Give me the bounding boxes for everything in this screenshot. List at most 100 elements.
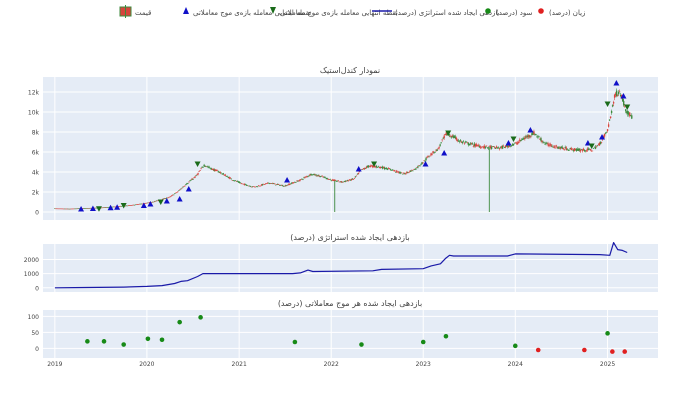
sell-marker[interactable]: [194, 161, 201, 168]
candle[interactable]: [243, 183, 246, 186]
candle[interactable]: [543, 141, 545, 144]
candle[interactable]: [173, 194, 175, 196]
candle[interactable]: [426, 156, 428, 159]
candle[interactable]: [94, 207, 96, 209]
candle[interactable]: [427, 155, 429, 158]
candle[interactable]: [567, 149, 569, 151]
candle[interactable]: [494, 147, 497, 150]
candle[interactable]: [320, 175, 322, 177]
candle[interactable]: [610, 109, 613, 115]
candle[interactable]: [308, 174, 310, 177]
candle[interactable]: [595, 145, 598, 148]
candle[interactable]: [313, 173, 315, 176]
candle[interactable]: [471, 142, 474, 145]
candle[interactable]: [224, 173, 227, 177]
candle[interactable]: [353, 177, 356, 179]
candle[interactable]: [521, 137, 523, 141]
candle[interactable]: [237, 180, 240, 184]
profit-point[interactable]: [605, 331, 610, 336]
candle[interactable]: [409, 170, 411, 173]
candle[interactable]: [576, 147, 579, 152]
candle[interactable]: [422, 161, 424, 164]
candle[interactable]: [217, 170, 219, 173]
candle[interactable]: [294, 181, 296, 183]
candle[interactable]: [194, 175, 196, 179]
buy-marker[interactable]: [185, 186, 192, 192]
candle[interactable]: [419, 165, 421, 167]
buy-marker[interactable]: [441, 150, 448, 156]
candle[interactable]: [223, 174, 225, 176]
candle[interactable]: [297, 180, 299, 182]
candle[interactable]: [86, 208, 88, 209]
candle[interactable]: [489, 144, 492, 150]
candle[interactable]: [235, 180, 238, 182]
candle[interactable]: [470, 142, 473, 146]
buy-marker[interactable]: [78, 206, 85, 212]
candle[interactable]: [568, 149, 570, 151]
candle[interactable]: [334, 179, 336, 181]
candle[interactable]: [392, 169, 394, 171]
candle[interactable]: [501, 144, 504, 150]
candle[interactable]: [57, 208, 59, 210]
candle[interactable]: [503, 146, 506, 149]
candle[interactable]: [365, 165, 368, 169]
candle[interactable]: [357, 172, 360, 175]
candle[interactable]: [558, 146, 560, 149]
candle[interactable]: [461, 141, 464, 145]
candle[interactable]: [425, 156, 427, 162]
candle[interactable]: [429, 155, 431, 157]
candle[interactable]: [247, 185, 250, 187]
candle[interactable]: [488, 145, 491, 148]
candle[interactable]: [485, 145, 488, 148]
candle[interactable]: [309, 173, 311, 177]
buy-marker[interactable]: [422, 161, 429, 167]
candle[interactable]: [275, 184, 277, 186]
candle[interactable]: [214, 169, 216, 172]
candle[interactable]: [298, 180, 300, 182]
candle[interactable]: [585, 149, 588, 153]
candle[interactable]: [258, 185, 261, 187]
loss-point[interactable]: [582, 347, 587, 353]
candle[interactable]: [378, 166, 381, 169]
candle[interactable]: [582, 147, 585, 151]
candle[interactable]: [487, 146, 490, 150]
candle[interactable]: [504, 145, 507, 149]
candle[interactable]: [310, 173, 312, 176]
candle[interactable]: [456, 138, 458, 143]
candle[interactable]: [398, 170, 400, 174]
candle[interactable]: [412, 170, 414, 172]
candle[interactable]: [490, 145, 493, 150]
candle[interactable]: [354, 176, 357, 178]
candle[interactable]: [484, 145, 487, 150]
candle[interactable]: [119, 205, 122, 207]
profit-point[interactable]: [198, 315, 203, 320]
candle[interactable]: [261, 183, 264, 186]
candle[interactable]: [232, 180, 235, 182]
candle[interactable]: [619, 92, 622, 98]
candle[interactable]: [382, 166, 385, 169]
candle[interactable]: [211, 168, 213, 170]
candle[interactable]: [589, 148, 592, 151]
candle[interactable]: [366, 165, 369, 168]
candle[interactable]: [162, 198, 164, 200]
candle[interactable]: [495, 145, 498, 149]
candle[interactable]: [534, 133, 536, 136]
candle[interactable]: [285, 184, 287, 187]
candle[interactable]: [204, 165, 206, 167]
candle[interactable]: [414, 168, 416, 170]
candle[interactable]: [480, 146, 483, 149]
candle[interactable]: [580, 148, 583, 151]
candle[interactable]: [207, 165, 209, 169]
candle[interactable]: [203, 163, 205, 168]
candle[interactable]: [172, 194, 174, 196]
candle[interactable]: [260, 184, 263, 186]
candle[interactable]: [342, 181, 345, 183]
candle[interactable]: [183, 186, 185, 187]
strategy-return-plot-area[interactable]: [43, 244, 658, 292]
candle[interactable]: [605, 131, 608, 134]
candle[interactable]: [147, 202, 150, 204]
candle[interactable]: [551, 144, 553, 148]
candle[interactable]: [69, 208, 71, 210]
strategy-return-line[interactable]: [54, 242, 628, 289]
candle[interactable]: [318, 174, 320, 177]
